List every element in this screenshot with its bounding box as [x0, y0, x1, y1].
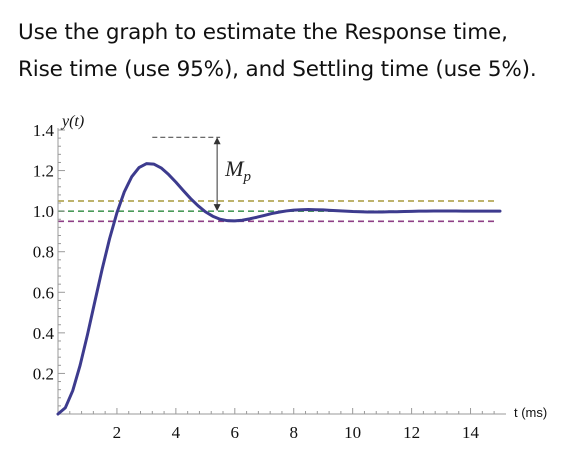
question-text: Use the graph to estimate the Response t…: [18, 14, 563, 88]
y-tick-label: 0.8: [33, 243, 54, 262]
y-tick-label: 1.0: [33, 202, 54, 221]
x-tick-label: 2: [113, 423, 122, 442]
x-tick-label: 12: [403, 423, 420, 442]
series-line: [56, 162, 502, 416]
x-tick-label: 10: [344, 423, 361, 442]
x-tick-label: 6: [231, 423, 240, 442]
y-ticks: 0.2 0.4 0.6 0.8 1.0 1.2 1.4: [33, 121, 65, 407]
x-axis-label: t (ms): [514, 405, 547, 420]
arrow-head-down: [213, 204, 221, 212]
x-ticks: 2 4 6 8 10 12 14: [69, 408, 495, 442]
annotations: Mp: [152, 136, 251, 212]
y-tick-label: 1.4: [33, 121, 55, 140]
x-tick-label: 14: [462, 423, 480, 442]
y-axis-label: y(t): [60, 113, 84, 130]
mp-label: Mp: [224, 156, 251, 185]
y-tick-label: 1.2: [33, 162, 54, 181]
question-line-2: Rise time (use 95%), and Settling time (…: [18, 57, 537, 82]
arrow-head-up: [213, 137, 221, 145]
mp-subscript: p: [242, 169, 251, 185]
y-tick-label: 0.2: [33, 364, 54, 383]
y-tick-label: 0.4: [33, 324, 55, 343]
series-group: [56, 162, 502, 416]
y-tick-label: 0.6: [33, 283, 54, 302]
x-tick-label: 8: [289, 423, 298, 442]
x-tick-label: 4: [172, 423, 181, 442]
question-line-1: Use the graph to estimate the Response t…: [18, 20, 508, 45]
